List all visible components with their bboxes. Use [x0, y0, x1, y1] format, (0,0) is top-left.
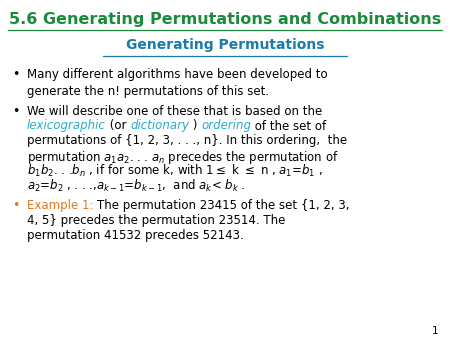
- Text: We will describe one of these that is based on the: We will describe one of these that is ba…: [27, 105, 322, 118]
- Text: Many different algorithms have been developed to
generate the n! permutations of: Many different algorithms have been deve…: [27, 68, 328, 97]
- Text: permutations of {1, 2, 3, . . ., n}. In this ordering,  the: permutations of {1, 2, 3, . . ., n}. In …: [27, 134, 347, 147]
- Text: $a_2$=$b_2$ , . . .,$a_{k-1}$=$b_{k-1}$,  and $a_k$< $b_k$ .: $a_2$=$b_2$ , . . .,$a_{k-1}$=$b_{k-1}$,…: [27, 177, 245, 194]
- Text: lexicographic: lexicographic: [27, 120, 106, 132]
- Text: Generating Permutations: Generating Permutations: [126, 38, 324, 52]
- Text: •: •: [12, 199, 19, 213]
- Text: dictionary: dictionary: [130, 120, 189, 132]
- Text: Example 1:: Example 1:: [27, 199, 97, 213]
- Text: $b_1 b_2$. . .$b_n$ , if for some k, with 1$\leq$ k $\leq$ n , $a_1$=$b_1$ ,: $b_1 b_2$. . .$b_n$ , if for some k, wit…: [27, 163, 323, 179]
- Text: 5.6 Generating Permutations and Combinations: 5.6 Generating Permutations and Combinat…: [9, 12, 441, 27]
- Text: of the set of: of the set of: [251, 120, 326, 132]
- Text: permutation 41532 precedes 52143.: permutation 41532 precedes 52143.: [27, 228, 244, 241]
- Text: •: •: [12, 68, 19, 81]
- Text: ): ): [189, 120, 201, 132]
- Text: •: •: [12, 105, 19, 118]
- Text: The permutation 23415 of the set {1, 2, 3,: The permutation 23415 of the set {1, 2, …: [97, 199, 350, 213]
- Text: ordering: ordering: [201, 120, 251, 132]
- Text: (or: (or: [106, 120, 130, 132]
- Text: 1: 1: [432, 326, 439, 336]
- Text: permutation $a_1 a_2$. . . $a_n$ precedes the permutation of: permutation $a_1 a_2$. . . $a_n$ precede…: [27, 148, 339, 166]
- Text: 4, 5} precedes the permutation 23514. The: 4, 5} precedes the permutation 23514. Th…: [27, 214, 285, 227]
